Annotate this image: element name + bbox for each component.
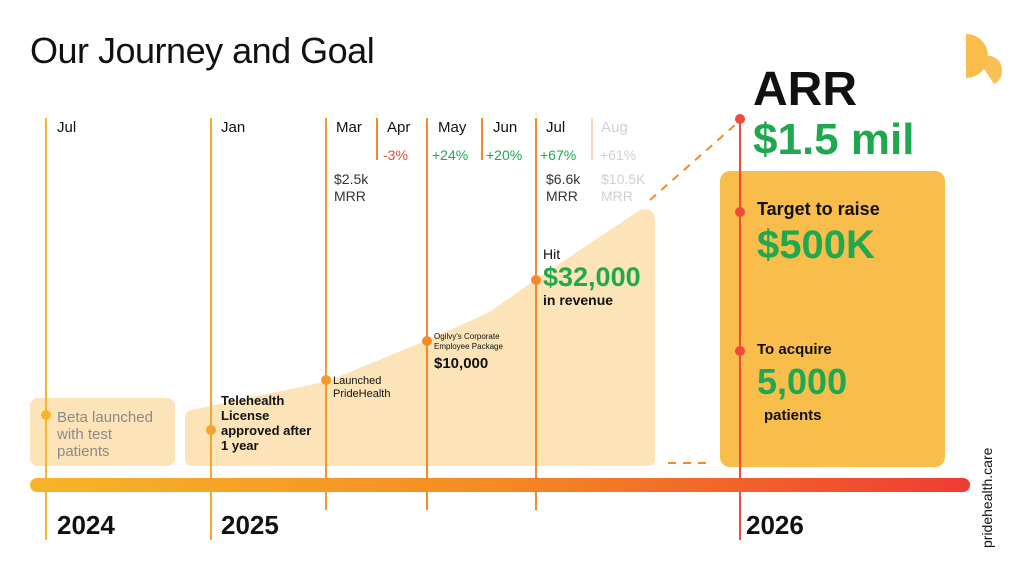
brand-vertical-text: pridehealth.care [979,447,995,548]
mrr-value: $10.5K [601,171,646,187]
goal-box [720,171,945,467]
acquire-suffix: patients [764,407,822,424]
month-label: May [438,119,467,136]
raise-label: Target to raise [757,199,880,219]
acquire-dot [735,346,745,356]
ogilvy-label: Ogilvy's Corporate Employee Package $10,… [434,332,503,372]
month-label: Jul [546,119,566,136]
change-label: +67% [540,147,577,163]
mrr-label: $2.5k MRR [334,171,368,205]
change-label: -3% [383,147,408,163]
raise-value: $500K [757,223,875,267]
change-label: +20% [486,147,523,163]
acquire-label: To acquire [757,341,832,358]
month-label: Mar [336,119,362,136]
arr-value: $1.5 mil [753,115,915,164]
year-label: 2026 [746,510,804,540]
license-label: Telehealth License approved after 1 year [221,393,312,453]
mrr-label: $10.5K MRR [601,171,645,205]
mrr-label: $6.6k MRR [546,171,580,205]
mrr-unit: MRR [601,188,633,204]
month-label: Aug [601,119,628,136]
month-label: Apr [387,119,411,136]
launch-label: Launched PrideHealth [333,375,391,400]
mrr-unit: MRR [546,188,578,204]
change-label: +61% [600,147,637,163]
month-label: Jan [221,119,246,136]
change-label: +24% [432,147,469,163]
ogilvy-dot [422,336,432,346]
mrr-value: $6.6k [546,171,581,187]
raise-dot [735,207,745,217]
hit-label: Hit $32,000 in revenue [543,246,641,308]
mrr-unit: MRR [334,188,366,204]
arr-dot [735,114,745,124]
pridehealth-logo-icon [966,34,1003,84]
growth-area [185,209,655,466]
hit-dot [531,275,541,285]
hit-amount: $32,000 [543,262,641,292]
year-label: 2024 [57,510,115,540]
beta-dot [41,410,51,420]
ogilvy-amount: $10,000 [434,355,489,372]
beta-label: Beta launched with test patients [57,409,153,460]
beta-box [30,398,175,466]
page-title: Our Journey and Goal [30,30,375,71]
timeline-bar [30,478,970,492]
month-label: Jun [493,119,518,136]
year-label: 2025 [221,510,279,540]
arr-label: ARR [753,63,857,116]
acquire-value: 5,000 [757,361,848,402]
dashed-trend [649,124,736,201]
launch-dot [321,375,331,385]
mrr-value: $2.5k [334,171,369,187]
month-label: Jul [57,119,77,136]
license-dot [206,425,216,435]
brand-vertical-label: pridehealth.care [979,447,995,548]
